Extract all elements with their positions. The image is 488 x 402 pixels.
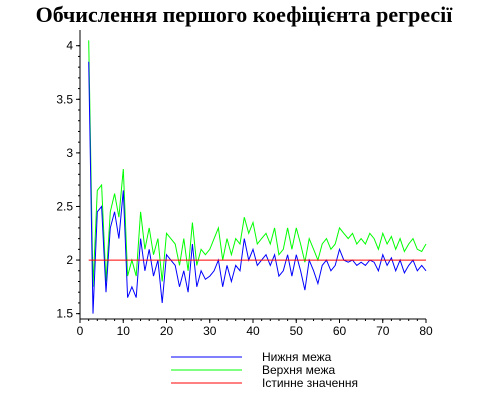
legend-label: Істинне значення bbox=[262, 376, 358, 390]
x-tick-label: 0 bbox=[77, 324, 84, 338]
x-tick-label: 30 bbox=[203, 324, 217, 338]
y-tick-label: 2 bbox=[66, 253, 73, 267]
axes: 1.522.533.540 10 20 30 40 50 60 70 80 bbox=[56, 30, 433, 338]
y-tick-label: 3 bbox=[66, 146, 73, 160]
x-tick-label: 20 bbox=[160, 324, 174, 338]
y-tick-label: 2.5 bbox=[56, 199, 73, 213]
legend-label: Нижня межа bbox=[262, 350, 332, 364]
x-tick-label: 50 bbox=[290, 324, 304, 338]
chart-title: Обчислення першого коефіцієнта регресії bbox=[35, 2, 453, 27]
y-tick-label: 1.5 bbox=[56, 307, 73, 321]
y-tick-label: 3.5 bbox=[56, 92, 73, 106]
x-tick-label: 10 bbox=[117, 324, 131, 338]
legend-label: Верхня межа bbox=[262, 363, 335, 377]
y-tick-label: 4 bbox=[66, 39, 73, 53]
x-tick-label: 70 bbox=[376, 324, 390, 338]
x-tick-label: 60 bbox=[333, 324, 347, 338]
series-layer bbox=[88, 40, 427, 314]
series-line-lower bbox=[88, 61, 427, 314]
x-tick-label: 80 bbox=[419, 324, 433, 338]
x-tick-label: 40 bbox=[246, 324, 260, 338]
series-line-upper bbox=[88, 40, 427, 287]
